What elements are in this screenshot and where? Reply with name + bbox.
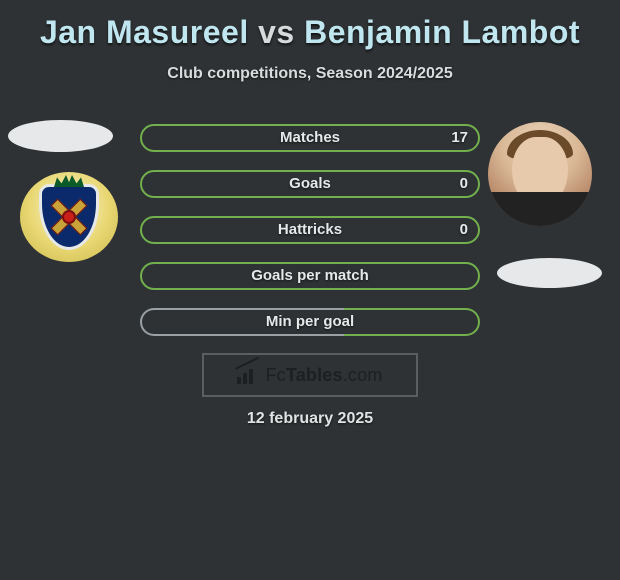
stat-value-right: 0	[460, 218, 468, 242]
player1-name: Jan Masureel	[40, 14, 249, 50]
page-title: Jan Masureel vs Benjamin Lambot	[0, 0, 620, 51]
brand-prefix: Fc	[265, 365, 285, 385]
brand-strong: Tables	[286, 365, 343, 385]
stat-label: Goals per match	[142, 264, 478, 288]
stat-row: Hattricks0	[140, 216, 480, 244]
club-dot-icon	[62, 210, 76, 224]
vs-text: vs	[258, 14, 295, 50]
brand-text: FcTables.com	[265, 365, 382, 386]
stat-label: Hattricks	[142, 218, 478, 242]
player1-club-badge	[20, 172, 118, 262]
stat-row: Goals0	[140, 170, 480, 198]
club-shield-icon	[39, 184, 99, 250]
stat-label: Matches	[142, 126, 478, 150]
date-text: 12 february 2025	[0, 410, 620, 428]
avatar-shirt	[488, 192, 592, 226]
stat-label: Min per goal	[142, 310, 478, 334]
stat-row: Matches17	[140, 124, 480, 152]
stat-label: Goals	[142, 172, 478, 196]
branding-box: FcTables.com	[202, 353, 418, 397]
stat-value-right: 0	[460, 172, 468, 196]
stat-value-right: 17	[451, 126, 468, 150]
player1-avatar-placeholder	[8, 120, 113, 152]
brand-suffix: .com	[343, 365, 383, 385]
player2-avatar	[488, 122, 592, 226]
player2-club-placeholder	[497, 258, 602, 288]
stat-row: Min per goal	[140, 308, 480, 336]
subtitle: Club competitions, Season 2024/2025	[0, 65, 620, 83]
stat-row: Goals per match	[140, 262, 480, 290]
bar-chart-icon	[237, 366, 259, 384]
crown-icon	[54, 175, 84, 187]
player2-name: Benjamin Lambot	[304, 14, 580, 50]
stats-panel: Matches17Goals0Hattricks0Goals per match…	[140, 124, 480, 354]
